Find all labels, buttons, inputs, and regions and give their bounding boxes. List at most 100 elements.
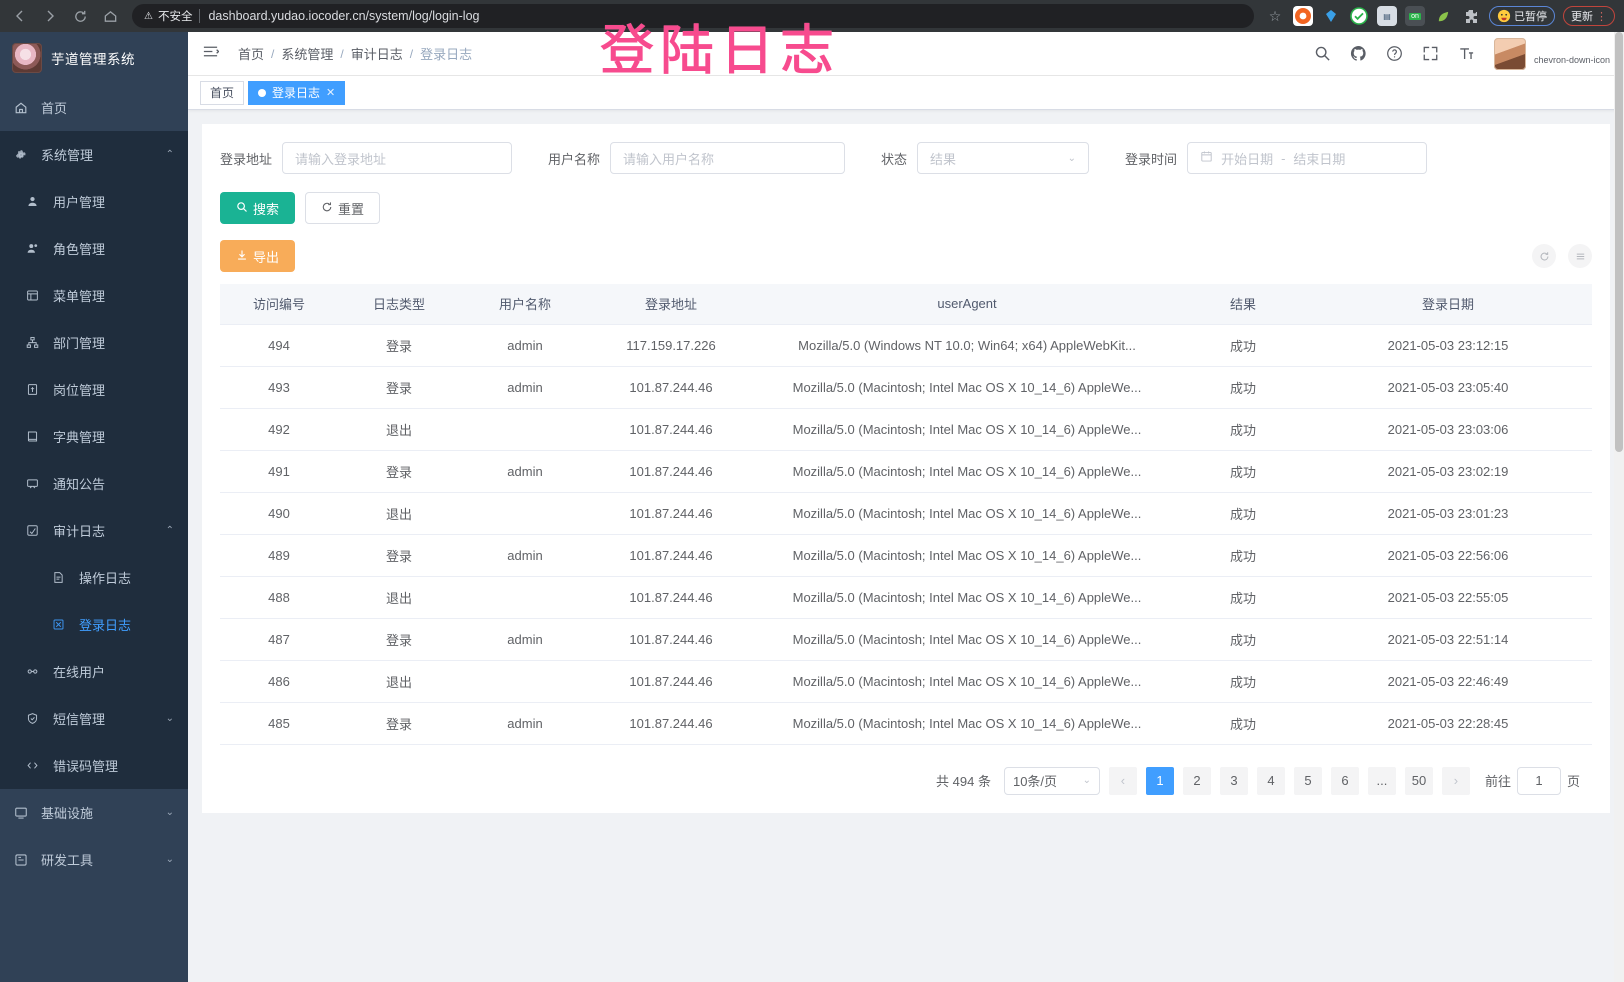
status-select[interactable]: 结果 ⌄ (917, 142, 1090, 174)
col-username[interactable]: 用户名称 (460, 284, 590, 325)
cell-user-agent: Mozilla/5.0 (Macintosh; Intel Mac OS X 1… (752, 618, 1182, 661)
field-status: 状态 结果 ⌄ (881, 142, 1090, 174)
close-icon[interactable]: ✕ (326, 87, 336, 99)
table-row[interactable]: 486 退出 101.87.244.46 Mozilla/5.0 (Macintosh… (220, 660, 1592, 703)
puzzle-icon[interactable] (1461, 6, 1481, 26)
update-chip[interactable]: 更新 ⋮ (1563, 6, 1615, 26)
back-arrow-icon[interactable] (6, 2, 34, 30)
online-user-icon (26, 665, 46, 678)
chevron-down-icon[interactable]: chevron-down-icon (1533, 54, 1610, 65)
prev-page-button[interactable]: ‹ (1108, 766, 1137, 795)
font-size-icon[interactable] (1458, 45, 1476, 63)
username-input[interactable]: 请输入用户名称 (610, 142, 846, 174)
sidebar-item-infrastructure[interactable]: 基础设施 ⌄ (0, 789, 188, 836)
reset-button[interactable]: 重置 (305, 192, 381, 224)
page-scrollbar[interactable] (1614, 32, 1624, 982)
sidebar-item-user-management[interactable]: 用户管理 (0, 178, 188, 225)
page-button-6[interactable]: 6 (1330, 766, 1359, 795)
col-login-address[interactable]: 登录地址 (590, 284, 752, 325)
tab-login-log[interactable]: 登录日志 ✕ (248, 80, 346, 105)
breadcrumb-item-home[interactable]: 首页 (238, 47, 265, 62)
github-icon[interactable] (1350, 45, 1368, 63)
sidebar-item-notice[interactable]: 通知公告 (0, 460, 188, 507)
sidebar-item-dev-tools[interactable]: 研发工具 ⌄ (0, 836, 188, 883)
orange-ring-icon[interactable] (1293, 6, 1313, 26)
home-icon[interactable] (96, 2, 124, 30)
table-row[interactable]: 485 登录 admin 101.87.244.46 Mozilla/5.0 (Maci… (220, 702, 1592, 745)
tool-icon (14, 853, 34, 867)
table-row[interactable]: 492 退出 101.87.244.46 Mozilla/5.0 (Macintosh… (220, 408, 1592, 451)
sidebar-item-menu-management[interactable]: 菜单管理 (0, 272, 188, 319)
page-button-50[interactable]: 50 (1404, 766, 1433, 795)
page-button-3[interactable]: 3 (1219, 766, 1248, 795)
search-icon[interactable] (1314, 45, 1332, 63)
sidebar-logo[interactable]: 芋道管理系统 (0, 32, 188, 84)
on-badge-icon[interactable]: on (1405, 6, 1425, 26)
sidebar-item-label: 系统管理 (41, 148, 94, 163)
sidebar-item-dictionary-management[interactable]: 字典管理 (0, 413, 188, 460)
sidebar-item-sms-management[interactable]: 短信管理 ⌄ (0, 695, 188, 742)
sidebar-item-operation-log[interactable]: 操作日志 (0, 554, 188, 601)
hamburger-icon[interactable] (202, 43, 224, 65)
page-button-4[interactable]: 4 (1256, 766, 1285, 795)
breadcrumb-item-audit[interactable]: 审计日志 (350, 47, 403, 62)
blue-diamond-icon[interactable] (1321, 6, 1341, 26)
search-button[interactable]: 搜索 (220, 192, 296, 224)
table-row[interactable]: 489 登录 admin 101.87.244.46 Mozilla/5.0 (Maci… (220, 534, 1592, 577)
address-bar[interactable]: ⚠ 不安全 dashboard.yudao.iocoder.cn/system/… (132, 4, 1254, 28)
next-page-button[interactable]: › (1441, 766, 1470, 795)
green-check-icon[interactable] (1349, 6, 1369, 26)
login-address-input[interactable]: 请输入登录地址 (282, 142, 513, 174)
sidebar-item-error-code-management[interactable]: 错误码管理 (0, 742, 188, 789)
fullscreen-icon[interactable] (1422, 45, 1440, 63)
page-button-2[interactable]: 2 (1182, 766, 1211, 795)
table-row[interactable]: 490 退出 101.87.244.46 Mozilla/5.0 (Macintosh… (220, 492, 1592, 535)
page-button-1[interactable]: 1 (1145, 766, 1174, 795)
sidebar-item-department-management[interactable]: 部门管理 (0, 319, 188, 366)
leaf-icon[interactable] (1433, 6, 1453, 26)
sidebar-item-audit-log[interactable]: 审计日志 ⌃ (0, 507, 188, 554)
export-button[interactable]: 导出 (220, 240, 296, 272)
table-row[interactable]: 488 退出 101.87.244.46 Mozilla/5.0 (Macintosh… (220, 576, 1592, 619)
table-row[interactable]: 494 登录 admin 117.159.17.226 Mozilla/5.0 (Win… (220, 324, 1592, 367)
cell-result: 成功 (1182, 408, 1304, 451)
cell-login-date: 2021-05-03 23:03:06 (1304, 408, 1592, 451)
scrollbar-thumb[interactable] (1615, 32, 1623, 452)
col-result[interactable]: 结果 (1182, 284, 1304, 325)
page-size-select[interactable]: 10条/页 ⌄ (1003, 766, 1100, 795)
login-time-daterange[interactable]: 开始日期 - 结束日期 (1187, 142, 1428, 174)
jump-page-input[interactable]: 1 (1516, 766, 1561, 795)
reload-icon[interactable] (66, 2, 94, 30)
sidebar-item-home[interactable]: 首页 (0, 84, 188, 131)
sidebar-item-login-log[interactable]: 登录日志 (0, 601, 188, 648)
avatar[interactable] (1493, 37, 1526, 70)
table-row[interactable]: 487 登录 admin 101.87.244.46 Mozilla/5.0 (Maci… (220, 618, 1592, 661)
sidebar-item-online-user[interactable]: 在线用户 (0, 648, 188, 695)
sidebar-item-post-management[interactable]: 岗位管理 (0, 366, 188, 413)
kebab-menu-icon[interactable]: ⋮ (1596, 10, 1607, 23)
paused-chip[interactable]: 已暂停 (1489, 6, 1555, 26)
cell-user-agent: Mozilla/5.0 (Macintosh; Intel Mac OS X 1… (752, 450, 1182, 493)
bookmark-star-icon[interactable]: ☆ (1268, 7, 1282, 24)
forward-arrow-icon[interactable] (36, 2, 64, 30)
col-access-id[interactable]: 访问编号 (220, 284, 338, 325)
field-label: 用户名称 (548, 151, 601, 167)
tab-home[interactable]: 首页 (200, 80, 245, 105)
table-row[interactable]: 493 登录 admin 101.87.244.46 Mozilla/5.0 (Maci… (220, 366, 1592, 409)
col-user-agent[interactable]: userAgent (752, 284, 1182, 325)
audit-icon (26, 524, 46, 537)
blue-note-icon[interactable]: ▤ (1377, 6, 1397, 26)
sidebar-item-system-management[interactable]: 系统管理 ⌃ (0, 131, 188, 178)
help-icon[interactable] (1386, 45, 1404, 63)
breadcrumb-item-system[interactable]: 系统管理 (281, 47, 334, 62)
column-settings-icon[interactable] (1568, 244, 1592, 268)
search-button-label: 搜索 (253, 201, 280, 217)
page-button-5[interactable]: 5 (1293, 766, 1322, 795)
refresh-icon[interactable] (1532, 244, 1556, 268)
sidebar-item-role-management[interactable]: 角色管理 (0, 225, 188, 272)
col-log-type[interactable]: 日志类型 (338, 284, 460, 325)
col-login-date[interactable]: 登录日期 (1304, 284, 1592, 325)
table-row[interactable]: 491 登录 admin 101.87.244.46 Mozilla/5.0 (Maci… (220, 450, 1592, 493)
page-ellipsis[interactable]: ... (1367, 766, 1396, 795)
breadcrumb-item-current: 登录日志 (420, 47, 473, 62)
